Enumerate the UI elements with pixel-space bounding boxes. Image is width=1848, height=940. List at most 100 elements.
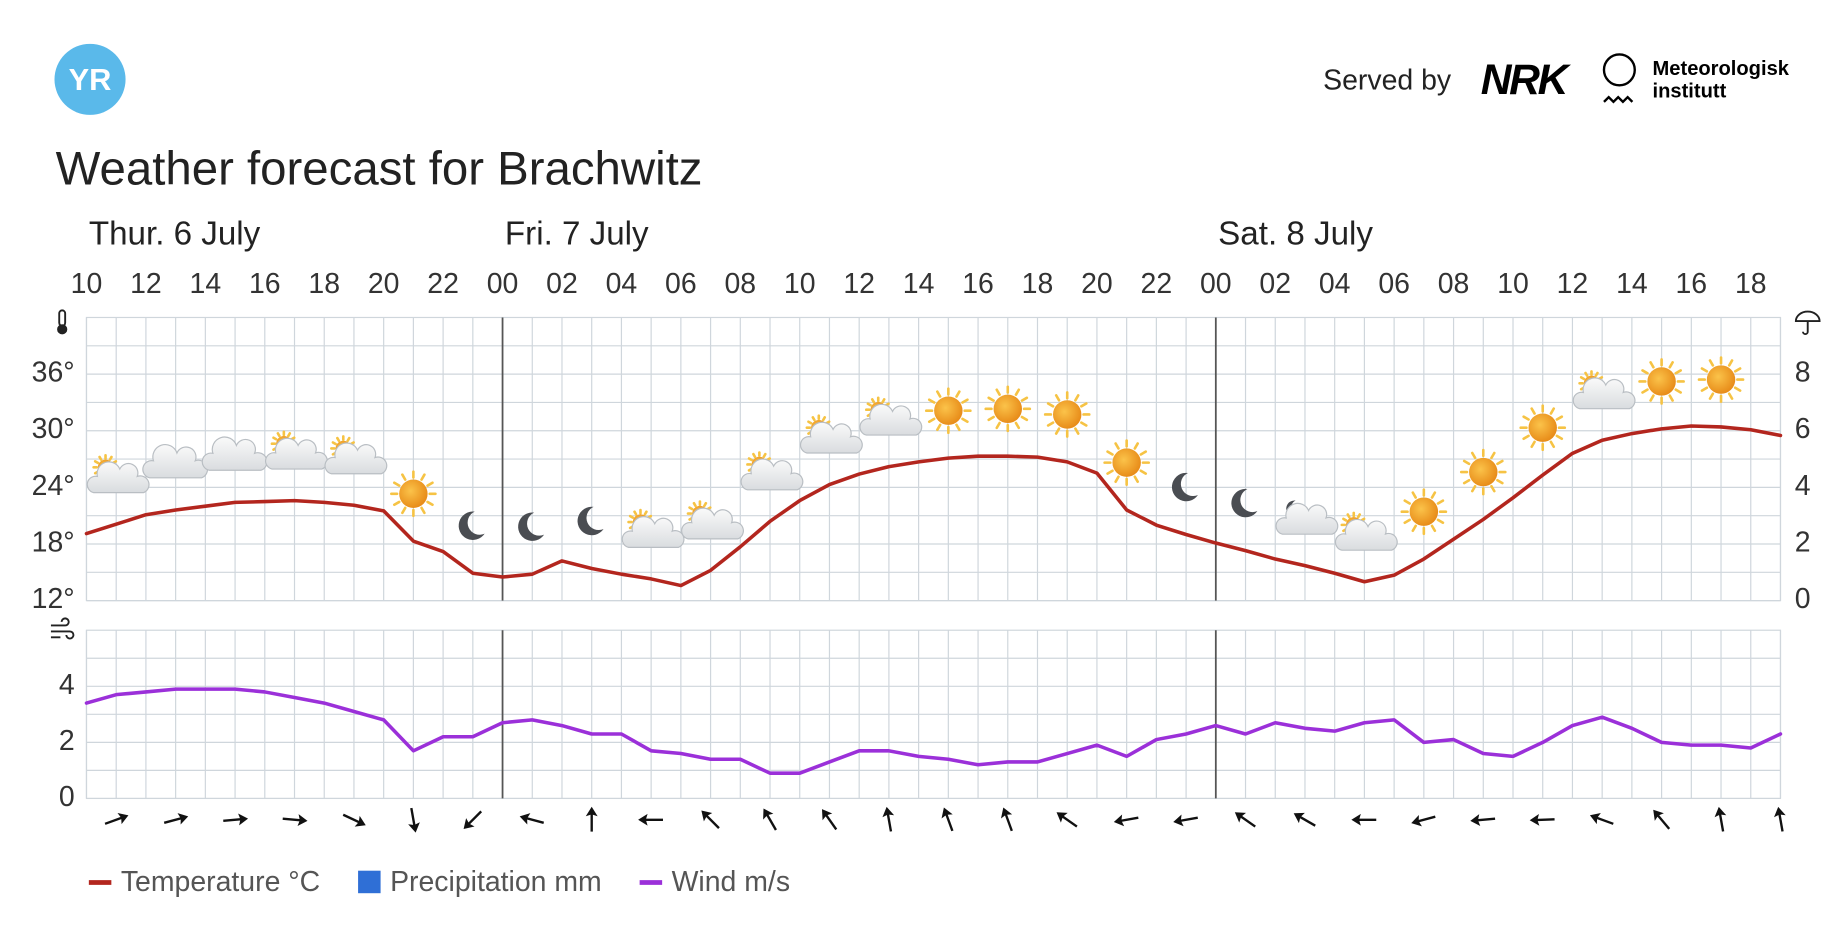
wind-arrow-head <box>1293 812 1305 824</box>
sun-ray <box>1106 450 1114 456</box>
umbrella-icon <box>1794 310 1821 335</box>
wind-arrow <box>1774 806 1786 832</box>
sun-ray <box>1054 394 1061 402</box>
wind-arrow <box>1000 807 1013 832</box>
sun-ray <box>1014 421 1021 430</box>
wind-arrow-head <box>177 813 189 825</box>
wind-arrow <box>585 806 598 832</box>
sun-ray <box>927 398 936 404</box>
sun-ray <box>955 423 961 432</box>
sun-ray <box>1462 478 1471 485</box>
met-logo-line1: Meteorologisk <box>1653 58 1790 80</box>
sun-ray <box>401 473 407 481</box>
wind-arrow-head <box>1234 812 1247 823</box>
sun-ray <box>1470 484 1477 493</box>
legend-swatch <box>358 870 381 894</box>
weather-symbol <box>1572 370 1636 410</box>
weather-symbol <box>458 511 485 540</box>
cloud <box>201 436 268 471</box>
wind-arrow <box>1351 813 1377 826</box>
sun-ray <box>1733 367 1742 373</box>
weather-symbol <box>1043 391 1091 438</box>
wind-arrow <box>701 810 720 829</box>
sun-ray <box>1462 459 1471 466</box>
hour-label: 06 <box>665 268 697 300</box>
wind-arrow <box>821 809 838 831</box>
wind-arrow <box>941 807 954 832</box>
met-logo[interactable]: Meteorologisk institutt <box>1602 53 1790 104</box>
umbrella-top <box>1794 310 1821 322</box>
sun-ray <box>1436 499 1445 505</box>
sun-ray <box>426 481 434 487</box>
cloud <box>1334 518 1398 551</box>
yr-logo[interactable]: YR <box>54 43 126 115</box>
weather-symbol <box>621 508 685 548</box>
sun-ray <box>1496 478 1504 485</box>
sun-ray <box>108 455 113 461</box>
wind-arrow-head <box>941 807 953 819</box>
y2-tick-label: 0 <box>1795 583 1811 615</box>
hour-label: 08 <box>724 268 756 300</box>
sun-ray <box>1522 415 1530 421</box>
wind-arrow <box>1589 812 1614 825</box>
wind-arrow <box>104 812 129 825</box>
moon <box>1231 488 1258 518</box>
wind-arrow-head <box>1056 812 1068 823</box>
wind-arrow <box>1529 813 1555 826</box>
wind-arrow-head <box>1714 806 1727 818</box>
sun-ray <box>1708 359 1715 367</box>
nrk-logo[interactable]: NRK <box>1481 56 1574 104</box>
sun-ray <box>987 396 995 402</box>
sun-ray <box>1114 442 1120 450</box>
hour-label: 12 <box>843 268 875 300</box>
wind-arrow-head <box>1411 814 1422 827</box>
sun-ray <box>1641 369 1649 375</box>
sun-ray <box>1139 469 1148 475</box>
hour-label: 02 <box>546 268 578 300</box>
hour-label: 12 <box>1557 268 1589 300</box>
sun-ray <box>1530 407 1536 415</box>
wind-icon <box>50 617 75 640</box>
hour-label: 18 <box>308 268 340 300</box>
y-tick-label: 24° <box>32 470 75 502</box>
sun-ray <box>1522 434 1530 441</box>
sun-disc <box>1469 457 1498 487</box>
y2-tick-label: 8 <box>1795 357 1811 389</box>
cloud <box>799 421 863 454</box>
sun-ray <box>1490 451 1496 460</box>
legend-item[interactable]: Temperature °C <box>88 866 320 898</box>
sun-ray <box>955 390 961 398</box>
wind-arrow <box>342 813 366 827</box>
legend-item[interactable]: Wind m/s <box>639 866 790 898</box>
sun-ray <box>961 398 969 404</box>
sun-ray <box>1106 469 1114 475</box>
wind-arrow-head <box>638 813 648 826</box>
cloud <box>859 403 923 436</box>
wind-icon-lines <box>50 617 75 640</box>
wind-arrow-head <box>1774 806 1786 818</box>
weather-symbol <box>1103 439 1150 486</box>
sun-ray <box>752 452 757 459</box>
wind-tick-label: 4 <box>59 669 75 701</box>
sun-ray <box>1133 475 1139 484</box>
sun-ray <box>1641 388 1649 394</box>
legend-item[interactable]: Precipitation mm <box>358 866 602 898</box>
sun-ray <box>393 481 401 487</box>
sun-ray <box>881 398 886 404</box>
y2-tick-label: 2 <box>1795 526 1811 558</box>
cloud <box>324 442 388 475</box>
hour-label: 04 <box>1319 268 1351 300</box>
sun-ray <box>1668 361 1674 369</box>
sun-ray <box>961 417 969 424</box>
sun-ray <box>1700 367 1709 373</box>
sun-ray <box>346 436 351 443</box>
sun-ray <box>1139 450 1148 456</box>
hour-label: 18 <box>1735 268 1767 300</box>
sun-ray <box>331 441 337 446</box>
wind-arrow-head <box>882 806 895 818</box>
sun-ray <box>1555 415 1564 421</box>
sun-ray <box>98 455 103 461</box>
sun-ray <box>1674 388 1682 394</box>
sun-ray <box>1727 359 1734 367</box>
y-tick-label: 30° <box>32 413 75 445</box>
